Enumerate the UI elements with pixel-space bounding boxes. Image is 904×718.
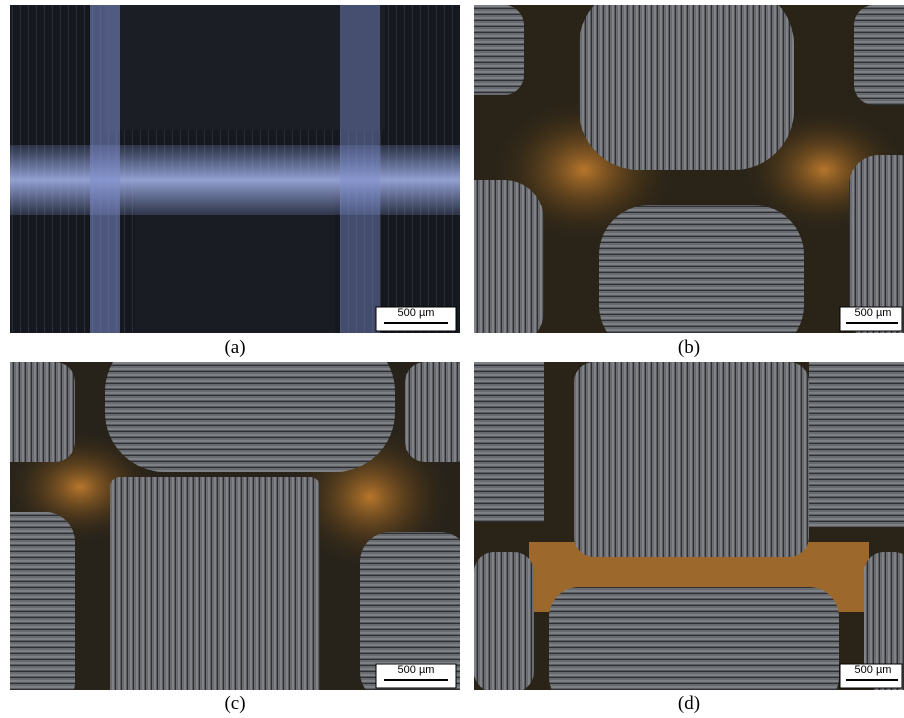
scale-bar: 500 µm: [840, 307, 902, 331]
panel-caption: (c): [10, 693, 460, 715]
scale-bar: 500 µm: [840, 664, 902, 688]
panel-caption: (b): [464, 337, 904, 359]
figure: 500 µm (a) 500 µm (b) 500 µm (c) 500 µm …: [0, 0, 904, 718]
micrograph: 500 µm: [474, 5, 904, 333]
scale-bar-label: 500 µm: [855, 664, 892, 676]
scale-bar: 500 µm: [376, 664, 456, 688]
micrograph: 500 µm: [10, 362, 460, 690]
scale-bar: 500 µm: [376, 307, 456, 331]
scale-bar-label: 500 µm: [398, 307, 435, 319]
micrograph: 500 µm: [10, 5, 460, 333]
micrograph: 500 µm: [474, 362, 904, 690]
scale-bar-label: 500 µm: [855, 307, 892, 319]
panel-caption: (d): [464, 693, 904, 715]
panel-caption: (a): [10, 337, 460, 359]
scale-bar-label: 500 µm: [398, 664, 435, 676]
